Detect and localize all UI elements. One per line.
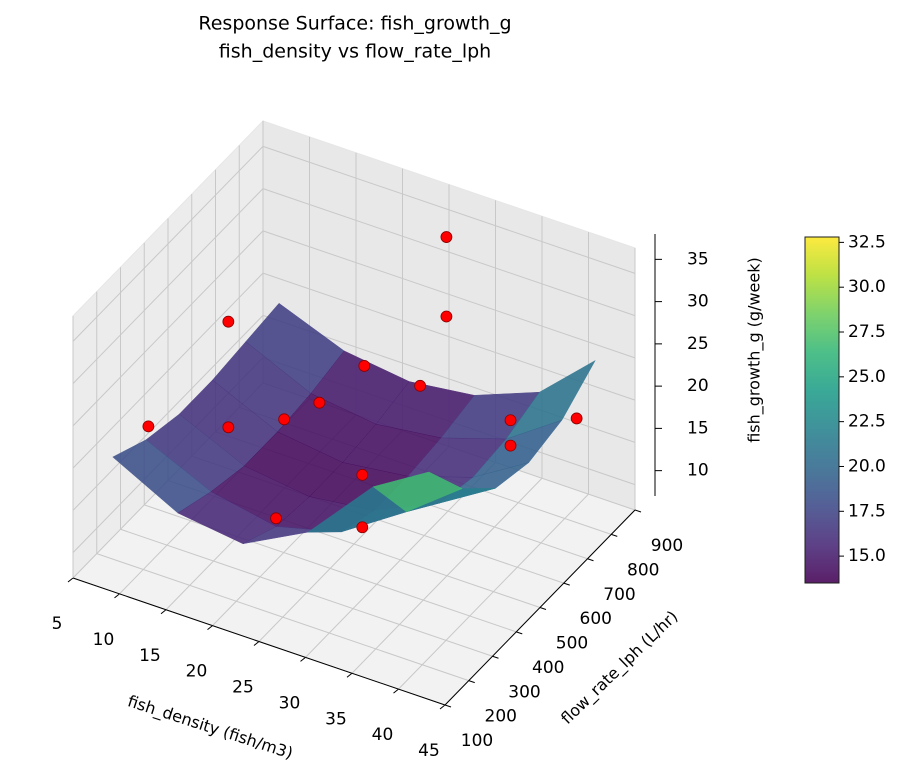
y-tick-label: 600	[580, 609, 612, 629]
data-point	[504, 439, 517, 452]
y-tick-label: 400	[532, 658, 564, 678]
grid-line	[120, 528, 493, 657]
y-tick-label: 900	[651, 536, 683, 556]
grid-line	[72, 146, 264, 342]
y-tick-label: 800	[627, 560, 659, 580]
x-tick-label: 10	[93, 630, 115, 650]
y-tick	[492, 655, 499, 659]
colorbar-tick-label: 20.0	[848, 456, 886, 476]
data-point	[313, 396, 326, 409]
surface-patch	[372, 471, 463, 513]
grid-line	[96, 553, 469, 682]
colorbar-tick-label: 22.5	[848, 412, 886, 432]
grid-line	[262, 188, 636, 317]
y-axis-line	[444, 509, 636, 706]
x-tick-label: 35	[325, 709, 347, 729]
y-tick-label: 100	[461, 731, 493, 751]
grid-line	[72, 188, 264, 384]
x-tick	[300, 656, 306, 662]
y-tick	[539, 607, 547, 610]
y-tick-label: 700	[603, 585, 635, 605]
y-tick-label: 500	[556, 634, 588, 654]
x-axis-line	[72, 577, 446, 706]
z-tick-label: 15	[687, 418, 709, 438]
data-point	[504, 414, 517, 427]
data-point	[440, 310, 453, 323]
colorbar	[804, 236, 840, 584]
y-tick	[587, 558, 594, 562]
data-point	[270, 512, 282, 525]
colorbar-tick-label: 25.0	[848, 367, 886, 387]
x-tick	[114, 593, 120, 599]
x-tick	[439, 704, 446, 710]
data-point	[222, 421, 235, 434]
data-point	[570, 412, 583, 425]
x-tick-label: 45	[418, 741, 440, 761]
colorbar-tick-label: 32.5	[848, 232, 886, 252]
data-point	[222, 315, 235, 328]
x-tick-label: 15	[139, 646, 161, 666]
y-tick-label: 200	[485, 707, 517, 727]
y-tick	[563, 582, 570, 586]
y-tick	[634, 509, 642, 513]
z-tick-label: 35	[687, 249, 709, 269]
x-tick	[346, 672, 353, 678]
grid-line	[72, 272, 264, 469]
z-axis-label: fish_growth_g (g/week)	[745, 257, 765, 443]
grid-line	[262, 230, 636, 359]
grid-line	[72, 315, 264, 511]
z-tick-label: 10	[687, 461, 709, 481]
y-axis-label: flow_rate_lph (L/hr)	[557, 607, 682, 729]
x-tick	[207, 625, 213, 631]
z-tick-label: 20	[687, 376, 709, 396]
z-tick-label: 25	[687, 334, 709, 354]
data-point	[356, 468, 369, 481]
x-tick-label: 5	[52, 614, 63, 634]
x-tick	[67, 577, 74, 583]
x-tick-label: 40	[372, 725, 394, 745]
colorbar-tick-label: 17.5	[848, 501, 886, 521]
z-tick-label: 30	[687, 292, 709, 312]
y-tick	[444, 704, 452, 708]
x-tick	[393, 688, 399, 694]
x-tick-label: 30	[279, 693, 301, 713]
x-tick-label: 20	[186, 662, 208, 682]
grid-line	[72, 230, 264, 427]
y-tick	[611, 533, 618, 537]
data-point	[440, 231, 453, 243]
colorbar-tick-label: 30.0	[848, 277, 886, 297]
colorbar-tick-label: 27.5	[848, 322, 886, 342]
grid-line	[262, 145, 636, 274]
x-axis-label: fish_density (fish/m3)	[125, 691, 295, 763]
x-tick-label: 25	[232, 678, 254, 698]
chart-title: Response Surface: fish_growth_g	[198, 13, 511, 35]
colorbar-tick-label: 15.0	[848, 546, 886, 566]
x-tick	[253, 641, 260, 646]
data-point	[414, 379, 427, 392]
x-tick	[160, 609, 167, 615]
y-tick	[468, 680, 475, 684]
y-tick	[516, 631, 523, 635]
data-point	[358, 360, 371, 372]
data-point	[356, 521, 369, 534]
chart-subtitle: fish_density vs flow_rate_lph	[219, 41, 491, 63]
data-point	[142, 420, 155, 433]
y-tick-label: 300	[508, 682, 540, 702]
data-point	[278, 413, 291, 426]
